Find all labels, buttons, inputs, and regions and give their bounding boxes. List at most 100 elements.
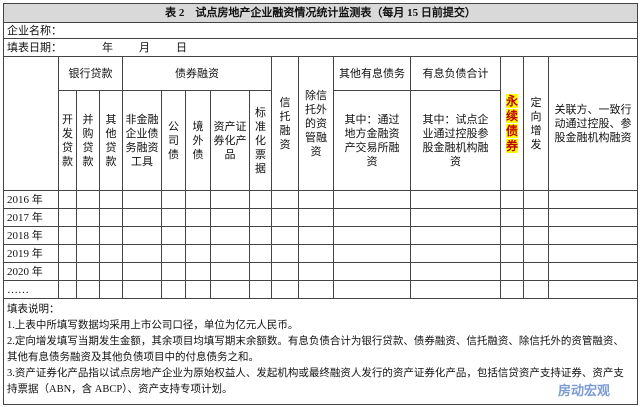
data-row: 2019 年 <box>3 244 638 263</box>
data-cell <box>99 244 123 263</box>
table-title: 表 2 试点房地产企业融资情况统计监测表（每月 15 日前提交） <box>3 3 638 23</box>
data-cell <box>161 226 186 245</box>
data-cell <box>161 244 186 263</box>
group-label: 有息负债合计 <box>422 67 489 80</box>
data-cell <box>161 280 186 299</box>
data-cell <box>333 244 411 263</box>
data-cell <box>548 226 638 245</box>
row-label: 2017 年 <box>3 208 59 227</box>
data-cell <box>249 226 272 245</box>
data-cell <box>271 226 299 245</box>
data-cell <box>333 262 411 281</box>
data-cell <box>161 208 186 227</box>
data-cell <box>185 208 211 227</box>
data-cell <box>523 280 549 299</box>
data-cell <box>548 190 638 209</box>
column-header: 非金融企业债务融资工具 <box>122 90 162 191</box>
data-cell <box>76 262 100 281</box>
data-cell <box>185 244 211 263</box>
column-header: 其中：通过地方金融资产交易所融资 <box>333 90 411 191</box>
data-row: …… <box>3 280 638 299</box>
column-header: 资产证券化产品 <box>210 90 250 191</box>
data-cell <box>410 208 501 227</box>
row-label: 2019 年 <box>3 244 59 263</box>
column-header: 除信托外的资管融资 <box>298 56 334 191</box>
column-label: 关联方、一致行动通过控股、参股金融机构融资 <box>554 103 632 144</box>
group-header: 其他有息债务 <box>333 56 411 91</box>
column-label: 并购贷款 <box>82 113 94 168</box>
data-cell <box>523 226 549 245</box>
group-header: 债券融资 <box>122 56 272 91</box>
column-label: 标准化票据 <box>255 106 266 175</box>
data-cell <box>298 208 334 227</box>
column-header: 永续债券 <box>500 56 524 191</box>
data-cell <box>410 226 501 245</box>
row-label: …… <box>3 280 59 299</box>
group-label: 债券融资 <box>175 67 219 80</box>
data-cell <box>271 208 299 227</box>
data-cell <box>500 262 524 281</box>
data-cell <box>548 280 638 299</box>
data-cell <box>298 244 334 263</box>
row-label: 2016 年 <box>3 190 59 209</box>
date-part: 月 <box>139 41 150 54</box>
note-item: 3.资产证券化产品指以试点房地产企业为原始权益人、发起机构或最终融资人发行的资产… <box>7 368 624 395</box>
column-header: 其他贷款 <box>99 90 123 191</box>
data-cell <box>76 226 100 245</box>
row-label: 2020 年 <box>3 262 59 281</box>
column-header: 信托融资 <box>271 56 299 191</box>
data-cell <box>333 226 411 245</box>
column-label: 资产证券化产品 <box>213 120 247 161</box>
data-cell <box>122 190 162 209</box>
column-label: 开发贷款 <box>62 113 73 168</box>
data-cell <box>410 262 501 281</box>
data-cell <box>210 244 250 263</box>
column-label: 其中：通过地方金融资产交易所融资 <box>344 113 400 168</box>
data-cell <box>210 208 250 227</box>
data-cell <box>298 280 334 299</box>
data-cell <box>210 280 250 299</box>
subheader-row: 开发贷款 并购贷款 其他贷款 非金融企业债务融资工具 公司债 境外债 资产证券化产品 标准化票… <box>4 90 638 191</box>
data-cell <box>500 244 524 263</box>
data-cell <box>99 190 123 209</box>
data-cell <box>271 244 299 263</box>
data-cell <box>58 280 77 299</box>
data-cell <box>122 244 162 263</box>
company-row: 企业名称： <box>3 22 638 39</box>
column-header: 并购贷款 <box>76 90 100 191</box>
data-row: 2018 年 <box>3 226 638 245</box>
data-cell <box>76 208 100 227</box>
group-label: 其他有息债务 <box>339 67 405 80</box>
data-cell <box>76 244 100 263</box>
data-cell <box>271 262 299 281</box>
data-cell <box>548 244 638 263</box>
column-header: 开发贷款 <box>58 90 77 191</box>
column-label: 信托融资 <box>279 96 291 151</box>
column-label: 定向增发 <box>530 96 542 151</box>
data-cell <box>249 190 272 209</box>
data-cell <box>76 280 100 299</box>
monitor-table: 表 2 试点房地产企业融资情况统计监测表（每月 15 日前提交） 企业名称： 填表日… <box>3 3 638 405</box>
column-header: 定向增发 <box>523 56 549 191</box>
column-label: 非金融企业债务融资工具 <box>125 113 159 168</box>
data-cell <box>523 244 549 263</box>
data-cell <box>122 226 162 245</box>
column-header: 境外债 <box>185 90 211 191</box>
date-label: 填表日期： <box>7 41 62 54</box>
group-header: 有息负债合计 <box>410 56 501 91</box>
data-cell <box>500 226 524 245</box>
data-cell <box>58 244 77 263</box>
data-cell <box>122 262 162 281</box>
data-row: 2017 年 <box>3 208 638 227</box>
column-label: 永续债券 <box>505 93 518 153</box>
data-cell <box>99 280 123 299</box>
data-cell <box>548 262 638 281</box>
data-cell <box>298 190 334 209</box>
data-cell <box>210 226 250 245</box>
data-cell <box>58 262 77 281</box>
data-cell <box>271 190 299 209</box>
data-row: 2020 年 <box>3 262 638 281</box>
data-cell <box>523 262 549 281</box>
watermark: 房动宏观 <box>558 383 611 398</box>
